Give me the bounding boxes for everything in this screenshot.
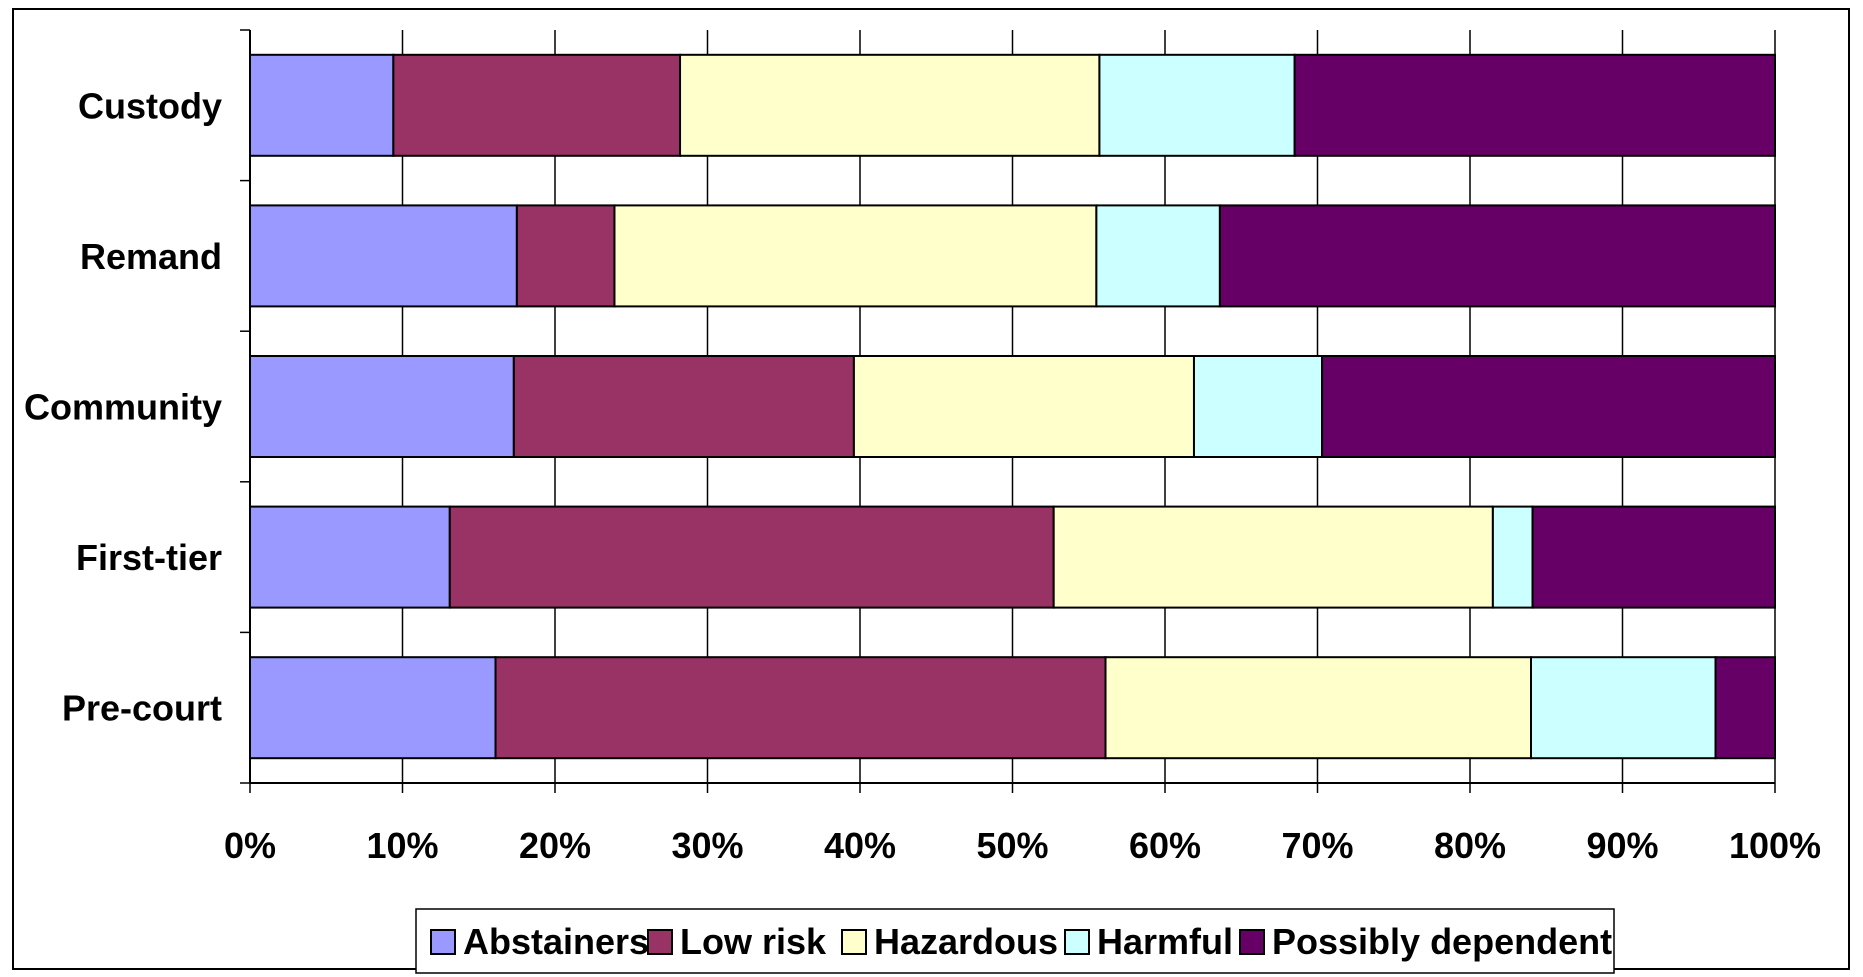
legend-box (415, 908, 1615, 974)
legend-swatch (647, 929, 673, 955)
category-label: Community (24, 387, 222, 428)
legend-label: Possibly dependent (1272, 921, 1612, 962)
category-label: First-tier (76, 537, 222, 578)
legend-swatch (1239, 929, 1265, 955)
bar-segment (515, 204, 616, 308)
bar-segment (1192, 355, 1324, 458)
bar-segment (249, 355, 515, 458)
legend-swatch (430, 929, 456, 955)
legend-swatch (841, 929, 867, 955)
bar-segment (1218, 204, 1776, 308)
legend-swatch (1064, 929, 1090, 955)
bar-segment (1491, 505, 1534, 609)
category-label: Custody (78, 85, 222, 126)
bar-segment (249, 204, 518, 308)
bar-segment (679, 53, 1101, 157)
bar-segment (392, 53, 682, 157)
bar-segment (1321, 355, 1776, 458)
x-tick-label: 10% (366, 825, 438, 866)
x-tick-label: 20% (519, 825, 591, 866)
bar-segment (494, 656, 1107, 760)
x-tick-label: 40% (824, 825, 896, 866)
bar-segment (1531, 505, 1777, 609)
x-tick-label: 80% (1434, 825, 1506, 866)
x-tick-label: 50% (976, 825, 1048, 866)
bar-segment (1095, 204, 1221, 308)
bar-segment (249, 53, 395, 157)
bar-segment (1052, 505, 1494, 609)
bar-segment (613, 204, 1098, 308)
bar-segment (512, 355, 855, 458)
x-tick-label: 100% (1729, 825, 1821, 866)
bar-segment (1714, 656, 1777, 760)
bar-segment (448, 505, 1055, 609)
bar-segment (249, 656, 497, 760)
x-tick-label: 0% (224, 825, 276, 866)
bar-segment (249, 505, 451, 609)
bar-segment (1530, 656, 1717, 760)
legend-label: Hazardous (874, 921, 1058, 962)
bar-segment (1098, 53, 1296, 157)
bar-segment (1293, 53, 1776, 157)
x-tick-label: 30% (671, 825, 743, 866)
x-tick-label: 90% (1586, 825, 1658, 866)
category-label: Pre-court (62, 688, 222, 729)
bar-segment (1104, 656, 1533, 760)
x-tick-label: 70% (1281, 825, 1353, 866)
bar-segment (852, 355, 1195, 458)
legend-label: Abstainers (463, 921, 649, 962)
category-label: Remand (80, 236, 222, 277)
legend-label: Low risk (680, 921, 827, 962)
legend-label: Harmful (1097, 921, 1233, 962)
chart-frame (12, 8, 1850, 970)
x-tick-label: 60% (1129, 825, 1201, 866)
